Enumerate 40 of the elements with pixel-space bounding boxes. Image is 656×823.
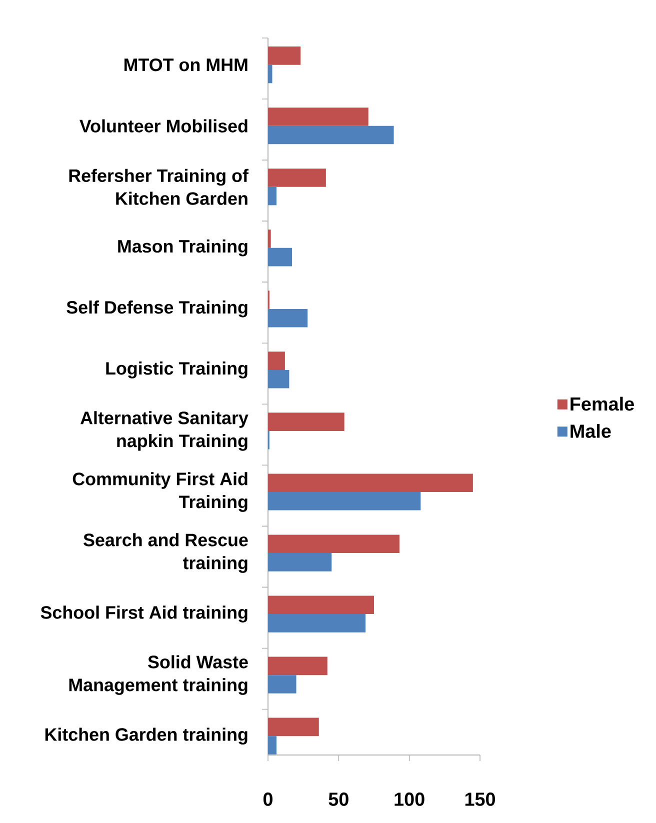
x-tick-label: 0 [263, 792, 272, 806]
x-tick-label: 50 [328, 792, 348, 806]
bar [268, 308, 308, 328]
y-tick-label: Alternative Sanitary napkin Training [80, 411, 248, 451]
bar [268, 553, 332, 572]
bar [268, 736, 276, 754]
y-tick-label: School First Aid training [40, 606, 248, 622]
y-tick-label: Search and Rescue training [84, 533, 248, 573]
bar [268, 108, 368, 126]
legend-label: Female [570, 396, 634, 411]
bar [268, 596, 374, 614]
bar [268, 492, 421, 510]
bar [268, 64, 272, 84]
bar [268, 230, 271, 248]
x-tick-label: 150 [465, 792, 496, 806]
x-tick-label: 100 [394, 792, 424, 806]
bar [268, 614, 366, 632]
y-tick-label: MTOT on MHM [124, 58, 248, 72]
bar [268, 352, 285, 370]
bar [268, 675, 296, 694]
bar [268, 168, 326, 187]
y-tick-label: Volunteer Mobilised [80, 119, 248, 132]
bar [268, 46, 301, 65]
legend-label: Male [570, 424, 611, 438]
bar [268, 474, 473, 492]
y-tick-label: Refersher Training of Kitchen Garden [69, 168, 249, 205]
bar [268, 370, 290, 388]
bar [268, 656, 328, 676]
bar [268, 534, 400, 554]
y-tick-label: Logistic Training [106, 362, 248, 378]
bar [268, 718, 319, 736]
y-tick-label: Solid Waste Management training [69, 655, 248, 695]
bar [268, 248, 292, 266]
y-tick-label: Self Defense Training [66, 300, 248, 318]
y-tick-label: Community First Aid Training [72, 472, 248, 512]
bar [268, 412, 344, 431]
y-tick-label: Kitchen Garden training [45, 728, 248, 744]
bar [268, 126, 394, 144]
bar [268, 186, 276, 206]
y-tick-label: Mason Training [118, 240, 248, 256]
